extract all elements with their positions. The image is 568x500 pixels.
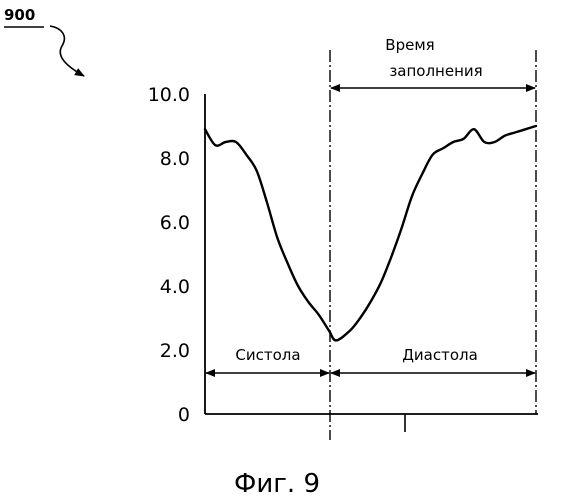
figure-ref-number: 900 — [4, 6, 35, 24]
series-line — [205, 126, 536, 340]
y-tick-label: 2.0 — [160, 340, 190, 362]
y-tick-label: 6.0 — [160, 212, 190, 234]
filling-time-label-line2: заполнения — [389, 62, 482, 80]
diastole-label: Диастола — [402, 346, 478, 364]
ref-leader-arrow — [50, 26, 84, 76]
y-tick-label: 10.0 — [148, 84, 190, 106]
figure-caption: Фиг. 9 — [234, 469, 320, 499]
y-tick-labels: 0 2.0 4.0 6.0 8.0 10.0 — [148, 84, 190, 426]
filling-time-label-line1: Время — [385, 36, 434, 54]
systole-label: Систола — [235, 346, 300, 364]
y-tick-label: 4.0 — [160, 276, 190, 298]
y-tick-label: 8.0 — [160, 148, 190, 170]
y-tick-label: 0 — [178, 404, 190, 426]
